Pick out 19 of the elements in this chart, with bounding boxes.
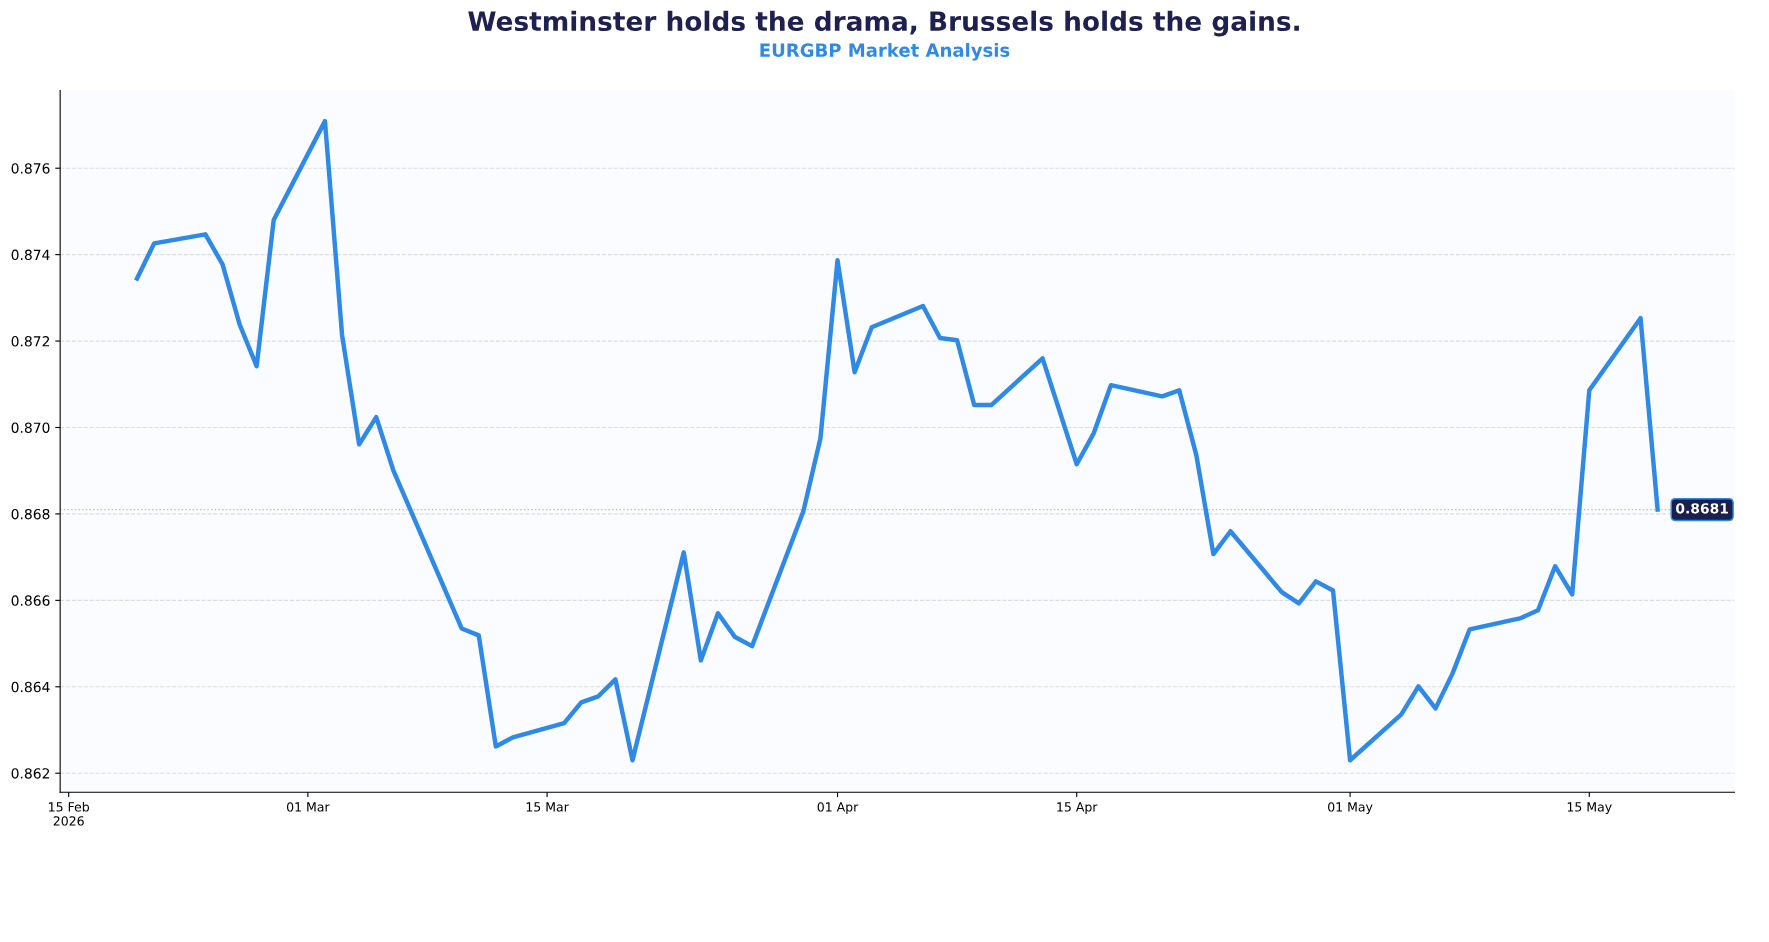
y-tick-label: 0.866 — [11, 595, 50, 606]
y-tick-label: 0.874 — [11, 249, 50, 261]
line-series — [134, 118, 1660, 763]
chart-title: Westminster holds the drama, Brussels holds the gains. — [468, 10, 1299, 37]
x-tick-label: 15 Feb 2026 — [49, 801, 90, 826]
y-tick-label: 0.868 — [11, 508, 50, 520]
x-tick-label: 15 May — [1567, 802, 1612, 815]
y-tick-label: 0.870 — [11, 422, 50, 433]
x-tick-label: 15 Mar — [526, 802, 569, 812]
ref-line-label: 0.8681 — [1676, 503, 1728, 514]
y-tick-label: 0.864 — [11, 681, 50, 693]
x-tick-label: 01 Mar — [286, 802, 330, 812]
y-tick-label: 0.876 — [11, 163, 50, 174]
x-tick-label: 01 May — [1328, 802, 1373, 815]
x-tick-label: 15 Apr — [1057, 802, 1098, 815]
chart-subtitle: EURGBP Market Analysis — [760, 43, 1010, 61]
y-tick-label: 0.872 — [11, 336, 50, 347]
x-tick-label: 01 Apr — [817, 802, 859, 815]
y-tick-label: 0.862 — [11, 768, 50, 779]
